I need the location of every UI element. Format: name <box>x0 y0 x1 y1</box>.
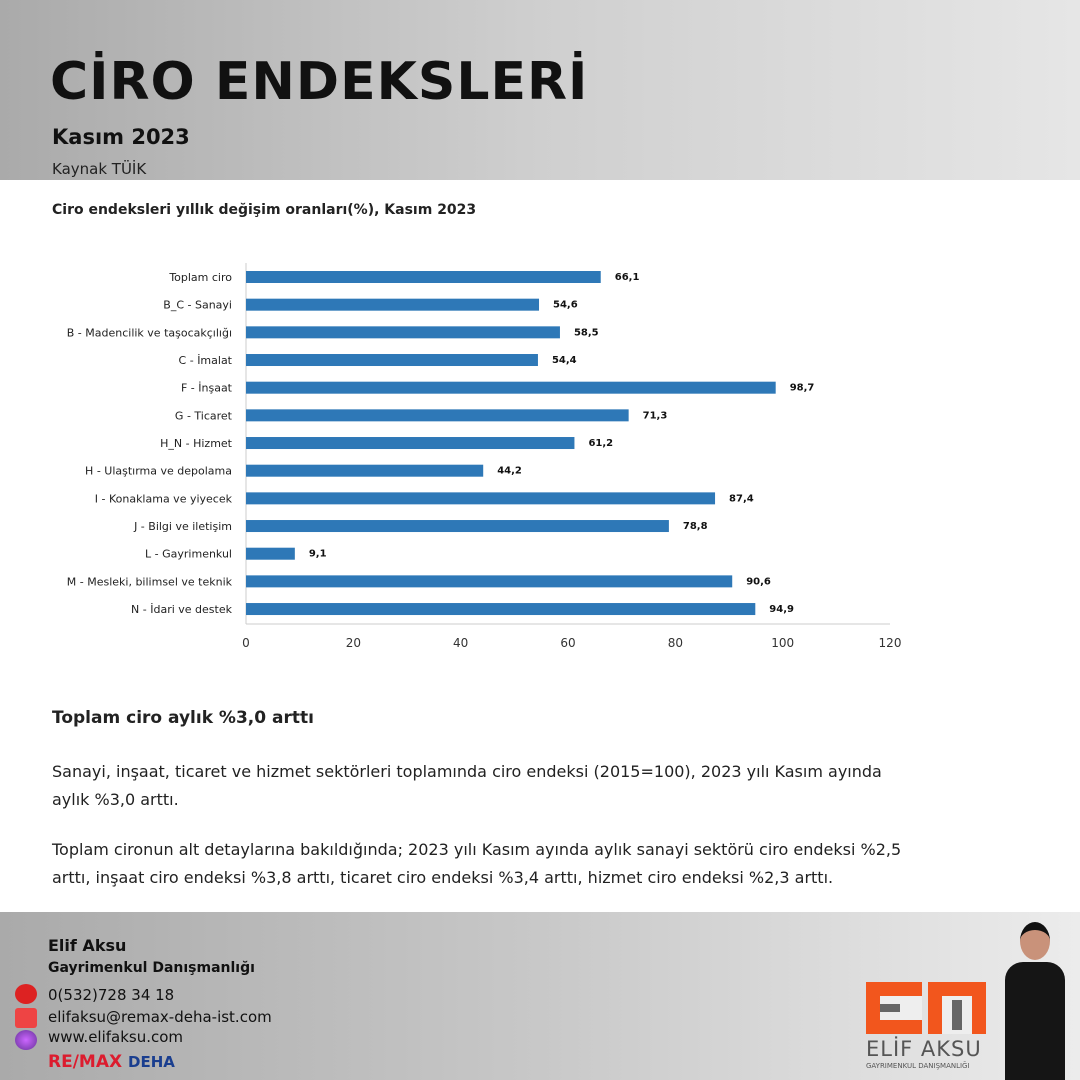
chart-title: Ciro endeksleri yıllık değişim oranları(… <box>52 202 477 218</box>
category-label: B_C - Sanayi <box>163 299 232 312</box>
content-panel <box>20 180 930 892</box>
article-heading: Toplam ciro aylık %3,0 arttı <box>52 708 314 728</box>
x-tick-label: 40 <box>453 636 468 650</box>
value-label: 90,6 <box>746 576 771 587</box>
brand-deha: DEHA <box>128 1053 175 1071</box>
category-label: H_N - Hizmet <box>160 437 233 450</box>
header: CİRO ENDEKSLERİ Kasım 2023 Kaynak TÜİK <box>0 0 1080 180</box>
category-label: F - İnşaat <box>181 382 233 395</box>
category-label: M - Mesleki, bilimsel ve teknik <box>67 575 233 588</box>
phone-link[interactable]: 0(532)728 34 18 <box>48 986 175 1004</box>
category-label: G - Ticaret <box>175 409 233 422</box>
agent-photo <box>1000 922 1070 1080</box>
bar <box>246 575 733 588</box>
category-label: C - İmalat <box>179 354 233 367</box>
x-tick-label: 80 <box>668 636 683 650</box>
x-tick-label: 100 <box>771 636 794 650</box>
footer: Elif Aksu Gayrimenkul Danışmanlığı 0(532… <box>0 912 1080 1080</box>
globe-icon <box>15 1030 37 1050</box>
x-tick-label: 0 <box>242 636 250 650</box>
phone-icon <box>15 984 37 1004</box>
bar <box>246 298 540 311</box>
bar <box>246 437 575 450</box>
bar-chart: Toplam ciro 66,1 B_C - Sanayi 54,6 B - Maden… <box>67 263 902 650</box>
category-label: J - Bilgi ve iletişim <box>133 520 232 533</box>
value-label: 66,1 <box>615 272 640 283</box>
source: Kaynak TÜİK <box>52 160 147 178</box>
bar <box>246 326 560 339</box>
logo-name: ELİF AKSU <box>866 1037 982 1061</box>
bar <box>246 547 295 560</box>
logo-subtitle: GAYRIMENKUL DANIŞMANLIĞI <box>866 1062 970 1070</box>
article-paragraph-2: Toplam cironun alt detaylarına bakıldığı… <box>52 840 902 887</box>
x-tick-label: 60 <box>560 636 575 650</box>
category-label: I - Konaklama ve yiyecek <box>95 492 233 505</box>
value-label: 94,9 <box>769 604 794 615</box>
agent-name: Elif Aksu <box>48 936 127 955</box>
brand-remax: RE/MAX <box>48 1052 123 1072</box>
bar <box>246 381 776 394</box>
remax-logo: RE/MAX DEHA <box>48 1052 175 1072</box>
x-tick-label: 20 <box>346 636 361 650</box>
category-label: L - Gayrimenkul <box>145 548 232 561</box>
value-label: 44,2 <box>497 466 522 477</box>
article-paragraph-1: Sanayi, inşaat, ticaret ve hizmet sektör… <box>52 762 882 809</box>
value-label: 78,8 <box>683 521 708 532</box>
subtitle: Kasım 2023 <box>52 125 190 149</box>
bar <box>246 520 669 533</box>
email-icon <box>15 1008 37 1028</box>
value-label: 71,3 <box>643 410 668 421</box>
bar <box>246 354 538 367</box>
bar <box>246 271 601 283</box>
bar <box>246 603 756 616</box>
value-label: 54,6 <box>553 300 578 311</box>
category-label: B - Madencilik ve taşocakçılığı <box>67 326 232 339</box>
x-tick-label: 120 <box>879 636 902 650</box>
bar <box>246 409 629 422</box>
website-link[interactable]: www.elifaksu.com <box>48 1028 184 1046</box>
agent-role: Gayrimenkul Danışmanlığı <box>48 960 255 976</box>
category-label: H - Ulaştırma ve depolama <box>85 465 232 478</box>
value-label: 54,4 <box>552 355 577 366</box>
value-label: 87,4 <box>729 493 754 504</box>
email-link[interactable]: elifaksu@remax-deha-ist.com <box>48 1008 272 1026</box>
value-label: 98,7 <box>790 383 815 394</box>
elif-aksu-logo: ELİF AKSU GAYRIMENKUL DANIŞMANLIĞI <box>866 982 986 1072</box>
category-label: N - İdari ve destek <box>131 603 233 616</box>
value-label: 58,5 <box>574 327 599 338</box>
page-title: CİRO ENDEKSLERİ <box>50 52 589 112</box>
category-label: Toplam ciro <box>168 271 232 284</box>
bar <box>246 464 484 477</box>
value-label: 61,2 <box>588 438 613 449</box>
bar <box>246 492 716 505</box>
value-label: 9,1 <box>309 549 327 560</box>
